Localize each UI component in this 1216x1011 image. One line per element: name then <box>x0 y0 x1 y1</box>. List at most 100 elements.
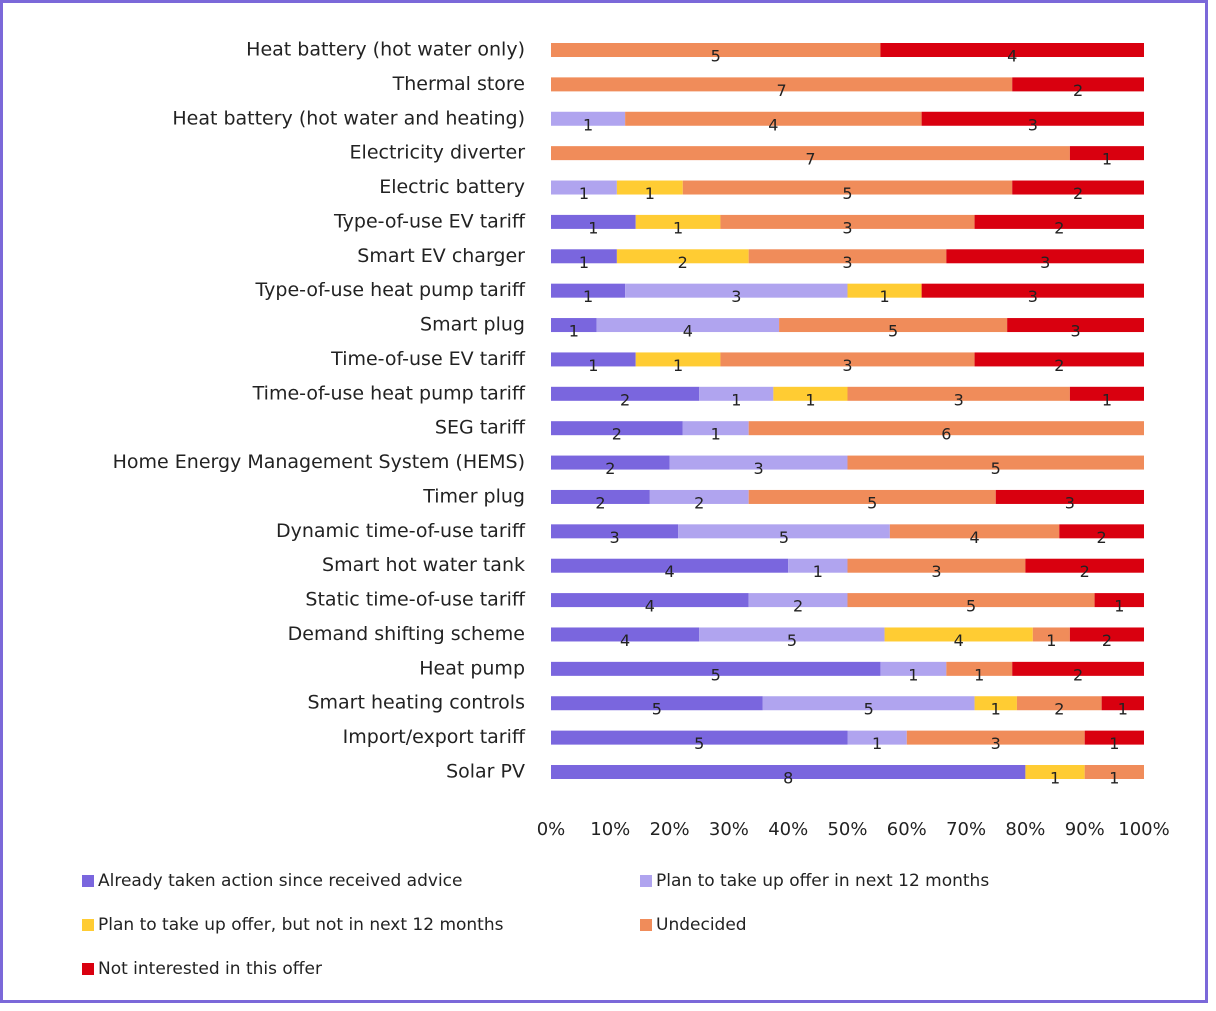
data-label: 2 <box>678 253 688 272</box>
data-label: 2 <box>612 425 622 444</box>
bar-segment <box>1025 558 1144 573</box>
data-label: 4 <box>768 115 778 134</box>
data-label: 2 <box>1080 562 1090 581</box>
data-label: 6 <box>941 425 951 444</box>
bar-segment <box>551 627 700 642</box>
data-label: 3 <box>991 734 1001 753</box>
data-label: 2 <box>1073 665 1083 684</box>
y-tick-label: Type-of-use EV tariff <box>333 210 526 232</box>
y-tick-label: Electricity diverter <box>350 142 526 164</box>
bar-segment <box>635 214 721 229</box>
data-label: 5 <box>864 700 874 719</box>
bar-segment <box>1012 661 1144 676</box>
bar-segment <box>699 627 885 642</box>
x-tick-label: 20% <box>650 819 690 840</box>
data-label: 5 <box>694 734 704 753</box>
bar-segment <box>1069 146 1144 161</box>
data-label: 2 <box>793 597 803 616</box>
x-tick-label: 80% <box>1005 819 1045 840</box>
bar-segment <box>1069 627 1144 642</box>
data-label: 5 <box>779 528 789 547</box>
data-label: 1 <box>991 700 1001 719</box>
bar-segment <box>1101 696 1144 711</box>
data-label: 1 <box>673 356 683 375</box>
bar-segment <box>974 696 1017 711</box>
x-tick-label: 90% <box>1065 819 1105 840</box>
legend-label: Undecided <box>656 915 747 935</box>
data-label: 5 <box>888 322 898 341</box>
x-tick-label: 40% <box>768 819 808 840</box>
bar-segment <box>551 146 1070 161</box>
data-label: 2 <box>605 459 615 478</box>
y-tick-label: Time-of-use heat pump tariff <box>252 382 526 404</box>
bar-segment <box>847 558 1026 573</box>
bar-segment <box>1094 593 1144 608</box>
data-label: 1 <box>813 562 823 581</box>
data-label: 1 <box>731 390 741 409</box>
bar-segment <box>748 593 848 608</box>
bar-segment <box>720 352 975 367</box>
data-label: 3 <box>954 390 964 409</box>
bar-segment <box>551 43 881 57</box>
bar-segment <box>596 318 780 333</box>
data-label: 7 <box>805 150 815 169</box>
data-label: 3 <box>1065 493 1075 512</box>
data-label: 4 <box>645 597 655 616</box>
x-tick-label: 60% <box>887 819 927 840</box>
bar-segment <box>1059 524 1144 539</box>
bar-segment <box>669 455 848 470</box>
data-label: 3 <box>1070 322 1080 341</box>
data-label: 4 <box>1007 47 1017 66</box>
bar-segment <box>682 180 1013 195</box>
data-label: 3 <box>609 528 619 547</box>
data-label: 3 <box>731 287 741 306</box>
bar-segment <box>847 593 1095 608</box>
data-label: 1 <box>583 287 593 306</box>
legend-swatch <box>640 919 652 931</box>
bar-segment <box>906 730 1085 745</box>
data-label: 1 <box>1118 700 1128 719</box>
data-label: 4 <box>665 562 675 581</box>
data-label: 3 <box>1028 115 1038 134</box>
x-tick-label: 30% <box>709 819 749 840</box>
data-label: 1 <box>583 115 593 134</box>
data-label: 1 <box>1109 769 1119 788</box>
y-tick-label: Home Energy Management System (HEMS) <box>113 451 525 473</box>
bar-segment <box>625 111 922 126</box>
y-tick-label: Static time-of-use tariff <box>305 589 525 611</box>
bar-segment <box>551 111 626 126</box>
bar-segment <box>720 214 975 229</box>
y-tick-label: Heat battery (hot water and heating) <box>172 107 525 129</box>
bar-segment <box>625 283 848 298</box>
data-label: 1 <box>569 322 579 341</box>
data-label: 5 <box>652 700 662 719</box>
data-label: 8 <box>783 769 793 788</box>
data-label: 2 <box>1102 631 1112 650</box>
bar-segment <box>551 489 650 504</box>
y-tick-label: Thermal store <box>392 73 525 95</box>
data-label: 1 <box>1114 597 1124 616</box>
data-label: 1 <box>1102 150 1112 169</box>
data-label: 3 <box>931 562 941 581</box>
bar-segment <box>551 249 617 264</box>
bar-segment <box>847 283 922 298</box>
y-tick-label: Electric battery <box>379 176 525 198</box>
bar-segment <box>748 249 947 264</box>
bar-segment <box>551 455 670 470</box>
bar-segment <box>616 249 749 264</box>
bar-segment <box>1016 696 1102 711</box>
data-label: 1 <box>673 218 683 237</box>
bar-segment <box>847 386 1070 401</box>
data-label: 2 <box>620 390 630 409</box>
bar-segment <box>682 421 749 436</box>
bar-segment <box>551 180 617 195</box>
bar-segment <box>748 489 996 504</box>
data-label: 1 <box>645 184 655 203</box>
bar-segment <box>779 318 1008 333</box>
bar-segment <box>921 111 1144 126</box>
legend-swatch <box>82 875 94 887</box>
data-label: 4 <box>969 528 979 547</box>
bar-segment <box>1032 627 1070 642</box>
data-label: 2 <box>1073 184 1083 203</box>
bar-segment <box>1069 386 1144 401</box>
